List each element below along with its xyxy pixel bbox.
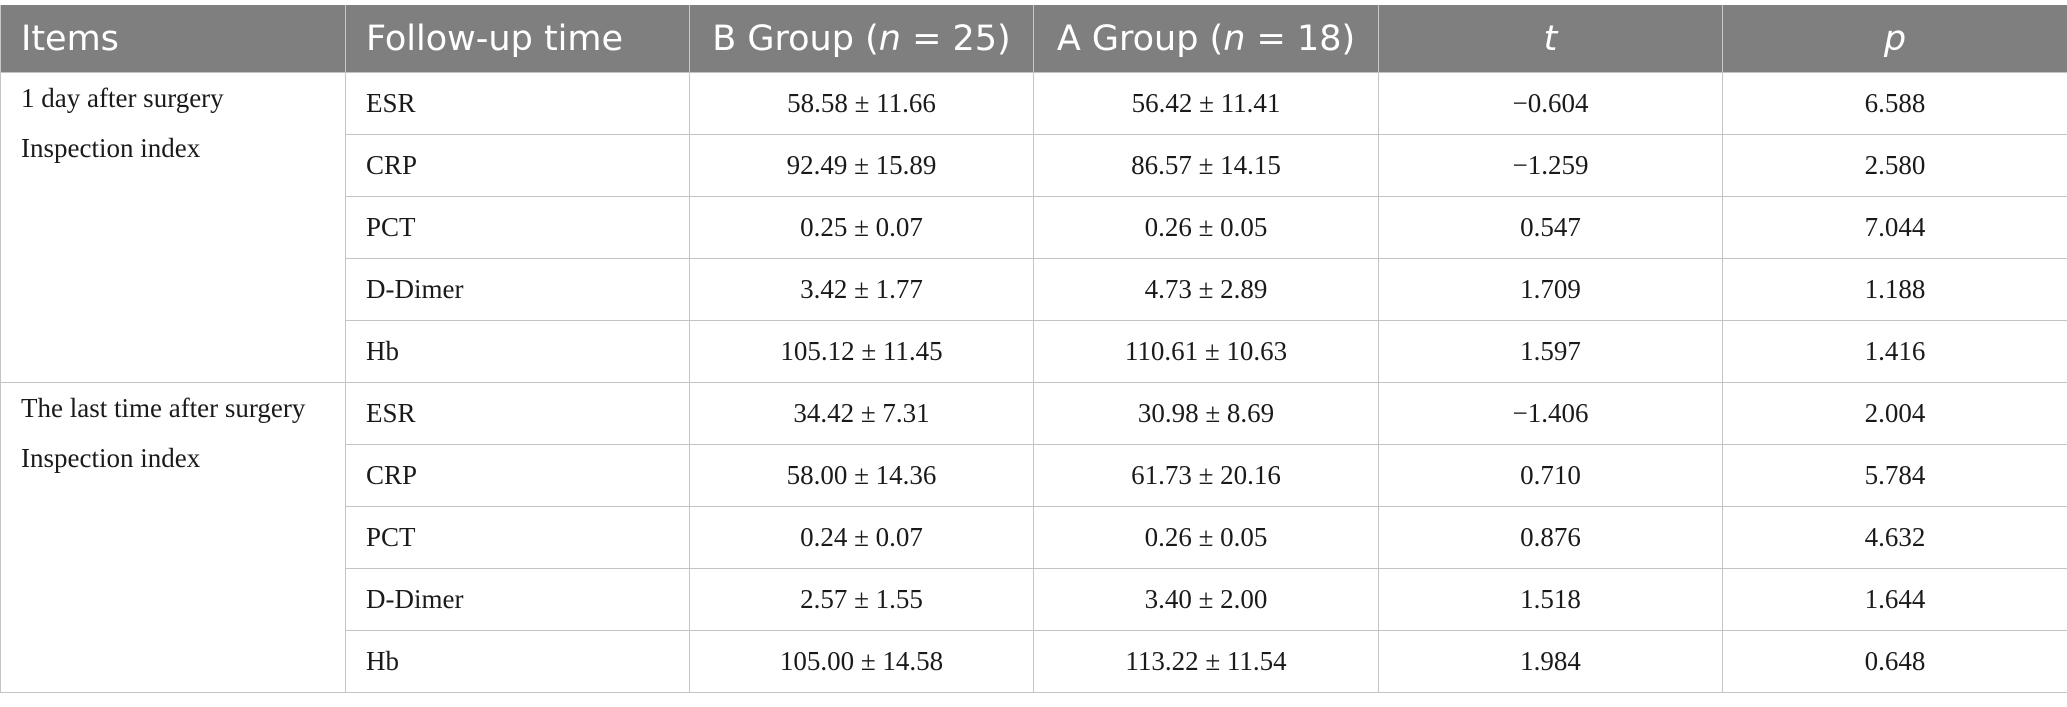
- cell-p-value: 2.580: [1722, 134, 2067, 197]
- header-row: Items Follow-up time B Group (n = 25) A …: [0, 5, 2067, 73]
- cell-t-value: 0.710: [1378, 444, 1723, 507]
- cell-b-group: 0.25 ± 0.07: [689, 196, 1034, 259]
- cell-a-group: 0.26 ± 0.05: [1033, 196, 1379, 259]
- table-row: The last time after surgery Inspection i…: [0, 382, 2067, 693]
- header-b-group-prefix: B Group (: [712, 18, 879, 59]
- cell-p-value: 1.188: [1722, 258, 2067, 321]
- cell-a-group: 110.61 ± 10.63: [1033, 320, 1379, 383]
- header-p-label: p: [1883, 18, 1907, 59]
- cell-item-name: D-Dimer: [345, 568, 690, 631]
- table-row: D-Dimer 3.42 ± 1.77 4.73 ± 2.89 1.709 1.…: [1, 258, 2067, 321]
- cell-p-value: 2.004: [1722, 382, 2067, 445]
- cell-item-name: ESR: [345, 382, 690, 445]
- cell-item-name: D-Dimer: [345, 258, 690, 321]
- cell-b-group: 0.24 ± 0.07: [689, 506, 1034, 569]
- header-p: p: [1722, 5, 2067, 73]
- cell-item-name: Hb: [345, 320, 690, 383]
- cell-a-group: 3.40 ± 2.00: [1033, 568, 1379, 631]
- header-items: Items: [0, 5, 346, 73]
- cell-b-group: 58.58 ± 11.66: [689, 72, 1034, 135]
- cell-item-name: CRP: [345, 134, 690, 197]
- cell-a-group: 30.98 ± 8.69: [1033, 382, 1379, 445]
- table-row: CRP 58.00 ± 14.36 61.73 ± 20.16 0.710 5.…: [1, 444, 2067, 507]
- header-a-group-n: n: [1223, 18, 1246, 59]
- table-row: PCT 0.25 ± 0.07 0.26 ± 0.05 0.547 7.044: [1, 196, 2067, 259]
- cell-a-group: 113.22 ± 11.54: [1033, 630, 1379, 693]
- cell-t-value: −1.406: [1378, 382, 1723, 445]
- cell-t-value: 1.597: [1378, 320, 1723, 383]
- cell-item-name: PCT: [345, 196, 690, 259]
- header-b-group: B Group (n = 25): [689, 5, 1034, 73]
- cell-b-group: 58.00 ± 14.36: [689, 444, 1034, 507]
- header-a-group: A Group (n = 18): [1033, 5, 1379, 73]
- table-row: 1 day after surgery Inspection index ESR…: [0, 72, 2067, 383]
- cell-b-group: 92.49 ± 15.89: [689, 134, 1034, 197]
- cell-t-value: −1.259: [1378, 134, 1723, 197]
- cell-t-value: 0.876: [1378, 506, 1723, 569]
- cell-t-value: 1.984: [1378, 630, 1723, 693]
- cell-p-value: 1.416: [1722, 320, 2067, 383]
- cell-b-group: 3.42 ± 1.77: [689, 258, 1034, 321]
- cell-p-value: 7.044: [1722, 196, 2067, 259]
- table-row: PCT 0.24 ± 0.07 0.26 ± 0.05 0.876 4.632: [1, 506, 2067, 569]
- section-label: 1 day after surgery Inspection index: [0, 72, 346, 383]
- cell-p-value: 0.648: [1722, 630, 2067, 693]
- cell-a-group: 0.26 ± 0.05: [1033, 506, 1379, 569]
- cell-b-group: 2.57 ± 1.55: [689, 568, 1034, 631]
- section-label: The last time after surgery Inspection i…: [0, 382, 346, 693]
- cell-a-group: 61.73 ± 20.16: [1033, 444, 1379, 507]
- header-followup-time: Follow-up time: [345, 5, 690, 73]
- cell-item-name: Hb: [345, 630, 690, 693]
- cell-item-name: PCT: [345, 506, 690, 569]
- cell-p-value: 1.644: [1722, 568, 2067, 631]
- header-t: t: [1378, 5, 1723, 73]
- cell-t-value: 1.518: [1378, 568, 1723, 631]
- cell-a-group: 86.57 ± 14.15: [1033, 134, 1379, 197]
- cell-b-group: 105.12 ± 11.45: [689, 320, 1034, 383]
- cell-p-value: 6.588: [1722, 72, 2067, 135]
- cell-a-group: 4.73 ± 2.89: [1033, 258, 1379, 321]
- table-row: D-Dimer 2.57 ± 1.55 3.40 ± 2.00 1.518 1.…: [1, 568, 2067, 631]
- cell-item-name: CRP: [345, 444, 690, 507]
- header-b-group-suffix: = 25): [900, 18, 1011, 59]
- cell-item-name: ESR: [345, 72, 690, 135]
- header-a-group-prefix: A Group (: [1056, 18, 1224, 59]
- header-b-group-n: n: [878, 18, 901, 59]
- section-label-line2: Inspection index: [21, 133, 201, 163]
- cell-b-group: 105.00 ± 14.58: [689, 630, 1034, 693]
- cell-t-value: −0.604: [1378, 72, 1723, 135]
- cell-t-value: 1.709: [1378, 258, 1723, 321]
- cell-b-group: 34.42 ± 7.31: [689, 382, 1034, 445]
- table-row: Hb 105.12 ± 11.45 110.61 ± 10.63 1.597 1…: [1, 320, 2067, 383]
- cell-t-value: 0.547: [1378, 196, 1723, 259]
- section-label-line1: 1 day after surgery: [21, 83, 224, 113]
- cell-p-value: 4.632: [1722, 506, 2067, 569]
- results-table: Items Follow-up time B Group (n = 25) A …: [0, 5, 2067, 693]
- header-a-group-suffix: = 18): [1245, 18, 1356, 59]
- section-label-line1: The last time after surgery: [21, 393, 306, 423]
- header-t-label: t: [1543, 18, 1558, 59]
- cell-a-group: 56.42 ± 11.41: [1033, 72, 1379, 135]
- table-row: Hb 105.00 ± 14.58 113.22 ± 11.54 1.984 0…: [1, 630, 2067, 693]
- section-label-line2: Inspection index: [21, 443, 201, 473]
- cell-p-value: 5.784: [1722, 444, 2067, 507]
